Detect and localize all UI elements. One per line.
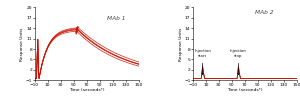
Text: Injection
start: Injection start	[194, 49, 211, 75]
Y-axis label: Response Units: Response Units	[20, 27, 24, 60]
X-axis label: Time (seconds*): Time (seconds*)	[69, 88, 104, 92]
Text: MAb 2: MAb 2	[255, 10, 274, 14]
X-axis label: Time (seconds*): Time (seconds*)	[227, 88, 263, 92]
Text: Injection
stop: Injection stop	[230, 49, 247, 75]
Text: MAb 1: MAb 1	[107, 16, 126, 21]
Y-axis label: Response Units: Response Units	[179, 27, 183, 60]
